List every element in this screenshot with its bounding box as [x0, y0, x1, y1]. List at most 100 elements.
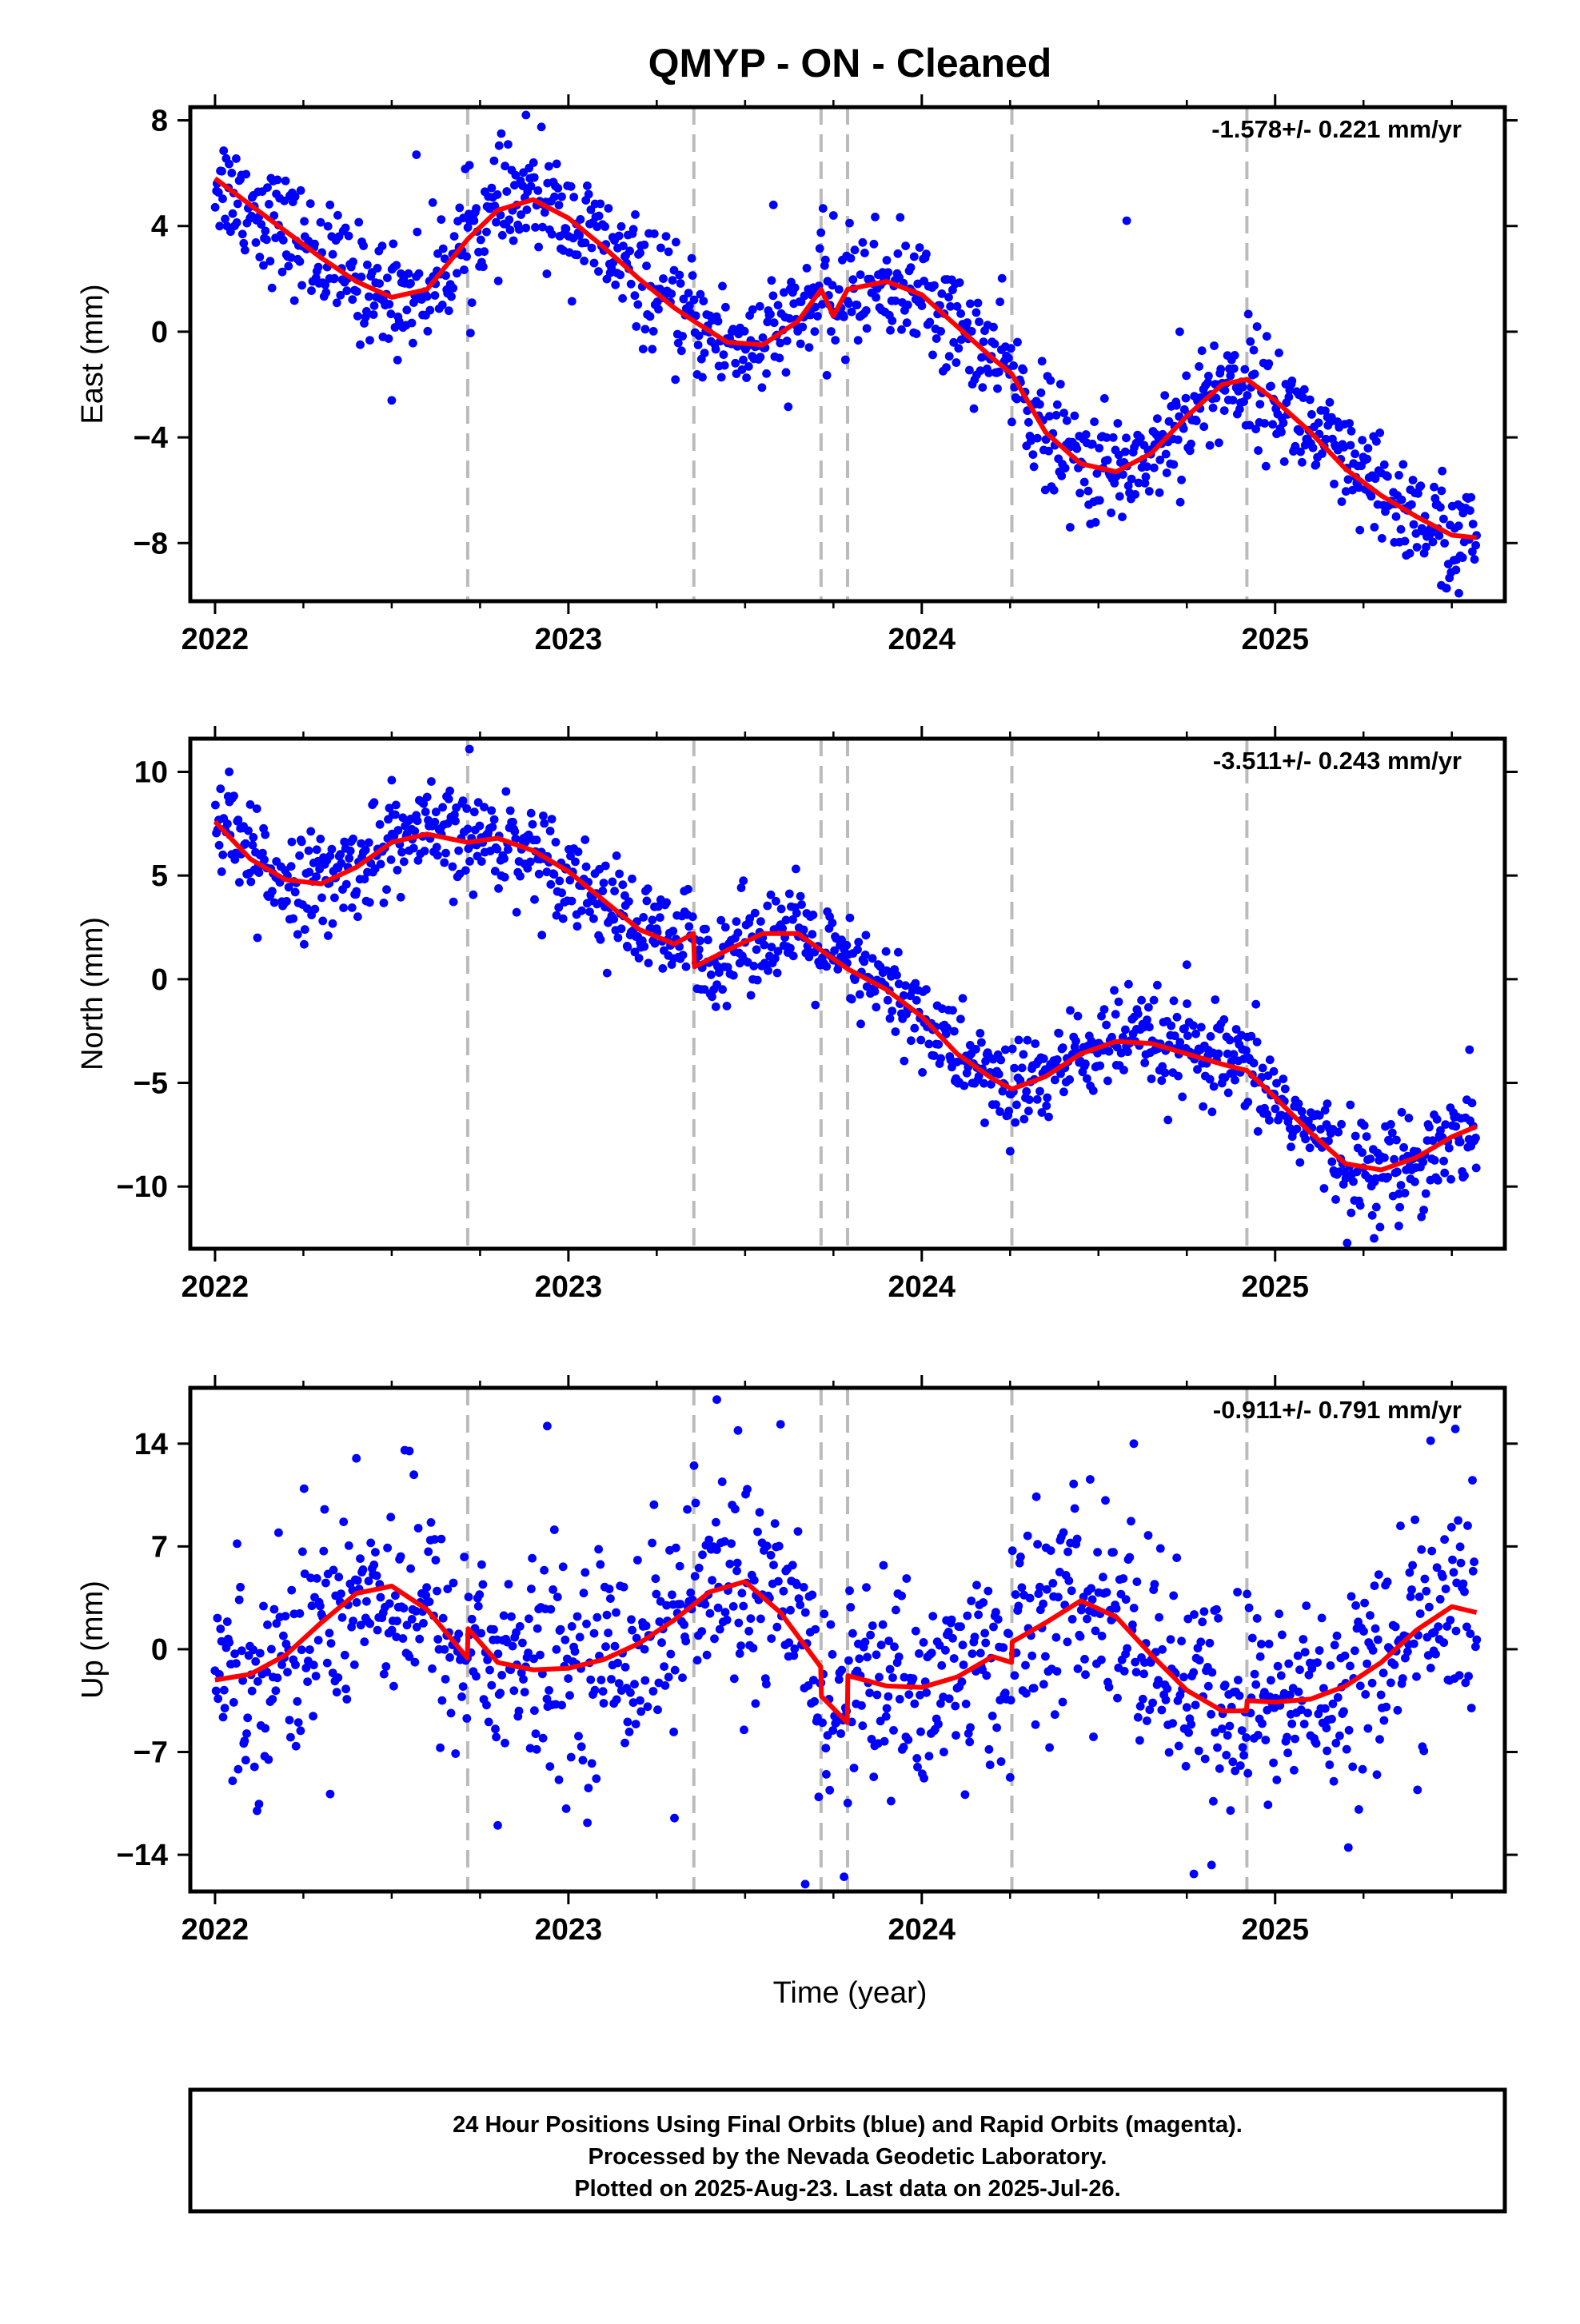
- data-point: [1355, 1201, 1365, 1210]
- data-point: [610, 887, 619, 895]
- data-point: [1124, 979, 1133, 989]
- data-point: [581, 835, 590, 844]
- data-point: [594, 267, 603, 276]
- data-point: [608, 877, 617, 887]
- data-point: [278, 236, 288, 245]
- data-point: [697, 1627, 707, 1636]
- data-point: [1321, 406, 1330, 416]
- x-tick-label: 2022: [182, 1913, 249, 1947]
- data-point: [581, 1568, 590, 1577]
- data-point: [1010, 1063, 1019, 1073]
- data-point: [756, 917, 765, 926]
- data-point: [706, 970, 716, 979]
- data-point: [317, 893, 326, 903]
- data-point: [1066, 523, 1075, 532]
- data-point: [1313, 1658, 1322, 1668]
- data-point: [908, 1674, 918, 1684]
- data-point: [1199, 1102, 1207, 1111]
- data-point: [1275, 1609, 1283, 1619]
- data-point: [1231, 1075, 1239, 1085]
- data-point: [613, 933, 623, 943]
- data-point: [969, 404, 979, 413]
- data-point: [577, 906, 586, 915]
- data-point: [989, 1622, 998, 1632]
- data-point: [1311, 460, 1321, 469]
- data-point: [1113, 419, 1123, 428]
- model-fit-line: [213, 176, 1477, 540]
- data-point: [280, 196, 289, 205]
- data-point: [412, 1622, 421, 1632]
- data-point: [309, 1712, 317, 1721]
- x-tick-label: 2023: [535, 1270, 603, 1304]
- data-point: [632, 322, 641, 331]
- data-point: [998, 1086, 1007, 1096]
- data-point: [688, 912, 697, 922]
- data-point: [1140, 479, 1150, 488]
- data-point: [1109, 1548, 1118, 1557]
- data-point: [630, 947, 640, 957]
- data-point: [443, 1585, 453, 1593]
- data-point: [1063, 1547, 1072, 1557]
- data-point: [241, 169, 251, 179]
- data-point: [1205, 1074, 1215, 1084]
- data-point: [755, 1508, 764, 1517]
- data-point: [1051, 1632, 1061, 1642]
- data-point: [1207, 1107, 1217, 1117]
- data-point: [1211, 995, 1220, 1004]
- data-point: [1191, 1029, 1200, 1038]
- data-point: [277, 1660, 286, 1669]
- data-point: [1195, 362, 1203, 371]
- data-point: [673, 338, 683, 348]
- data-point: [306, 1573, 315, 1583]
- data-point: [325, 1789, 335, 1799]
- data-point: [437, 301, 447, 309]
- data-point: [269, 898, 279, 907]
- data-point: [342, 1695, 352, 1704]
- data-point: [1379, 460, 1389, 469]
- data-point: [257, 220, 266, 229]
- data-point: [1371, 1202, 1381, 1212]
- data-point: [469, 807, 479, 817]
- data-point: [477, 857, 486, 866]
- data-point: [1471, 540, 1480, 550]
- data-point: [1305, 395, 1315, 405]
- data-point: [440, 1644, 449, 1654]
- data-point: [213, 188, 223, 197]
- data-point: [602, 1610, 612, 1620]
- data-point: [1420, 1574, 1430, 1584]
- data-point: [1343, 475, 1353, 484]
- data-point: [1183, 999, 1191, 1008]
- data-point: [755, 301, 764, 311]
- data-point: [437, 1534, 446, 1544]
- data-point: [526, 808, 536, 818]
- data-point: [1016, 1553, 1025, 1561]
- data-point: [1080, 1655, 1089, 1664]
- data-point: [587, 243, 596, 253]
- data-point: [413, 227, 422, 237]
- data-point: [1143, 1015, 1151, 1024]
- data-point: [1138, 1694, 1147, 1704]
- data-point: [781, 368, 791, 377]
- data-point: [649, 1500, 659, 1509]
- data-point: [948, 1633, 957, 1643]
- data-point: [915, 1649, 924, 1658]
- data-point: [505, 806, 515, 815]
- data-point: [582, 1619, 591, 1628]
- data-point: [1390, 1154, 1398, 1164]
- data-point: [861, 306, 871, 315]
- data-point: [648, 327, 658, 336]
- data-point: [540, 208, 549, 217]
- data-point: [1425, 1122, 1434, 1132]
- data-point: [549, 1525, 559, 1534]
- data-point: [1174, 1071, 1183, 1081]
- y-axis-label: East (mm): [76, 284, 110, 424]
- data-point: [1108, 433, 1118, 442]
- data-point: [1347, 1208, 1356, 1218]
- data-point: [1228, 1069, 1238, 1078]
- data-point: [279, 1631, 288, 1640]
- data-point: [1119, 1574, 1128, 1583]
- data-point: [736, 883, 746, 892]
- data-point: [515, 225, 524, 234]
- data-point: [340, 837, 349, 847]
- data-point: [1045, 412, 1054, 421]
